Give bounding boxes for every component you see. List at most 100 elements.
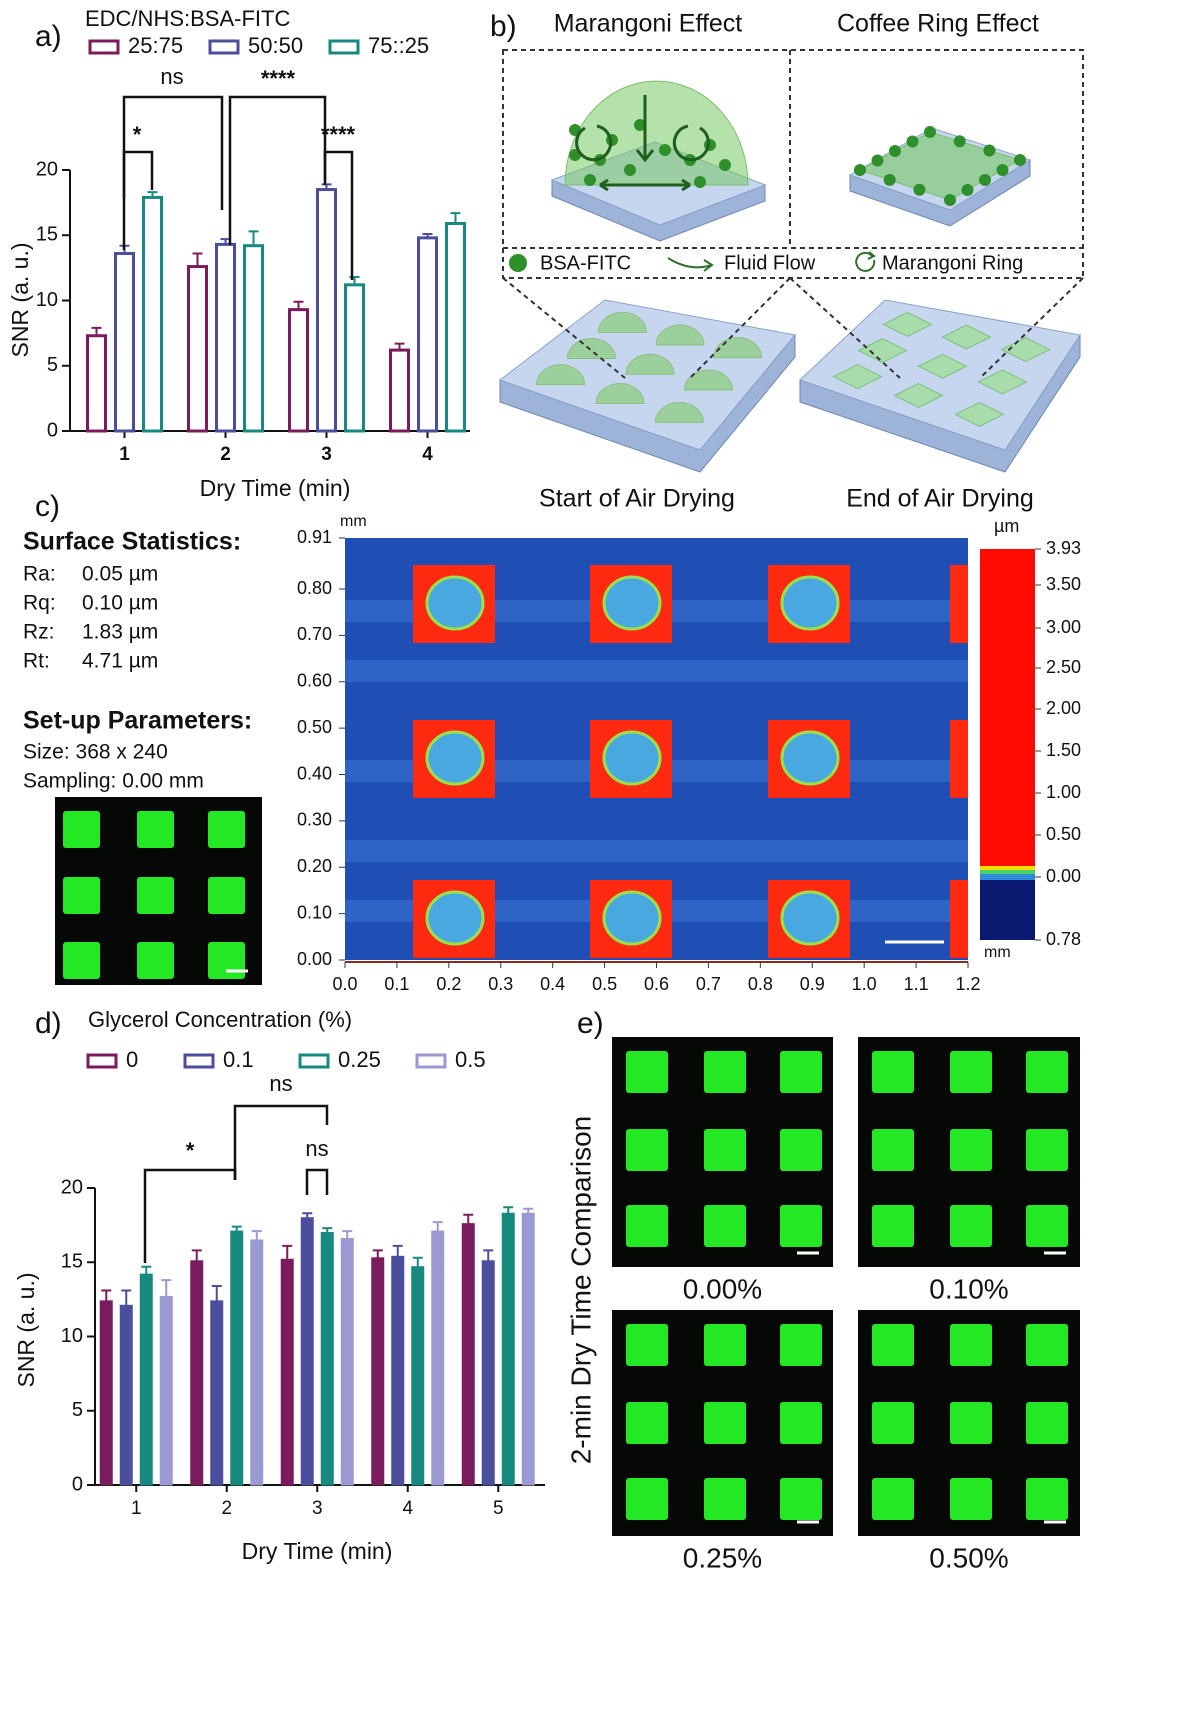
height-map-feature — [782, 892, 838, 944]
bar — [346, 285, 364, 431]
protein — [584, 174, 596, 186]
panel-label: b) — [490, 10, 517, 43]
section-title: Surface Statistics: — [23, 528, 241, 556]
fluorescent-spot — [1026, 1324, 1068, 1366]
colorbar — [980, 549, 1035, 869]
y-tick-label: 0.10 — [297, 902, 332, 922]
y-tick-label: 5 — [47, 354, 58, 376]
fluorescent-spot — [626, 1324, 668, 1366]
bar — [321, 1233, 333, 1485]
legend-swatch — [185, 1055, 213, 1067]
protein — [889, 145, 901, 157]
significance-label: **** — [321, 122, 356, 147]
image-label: 0.25% — [683, 1542, 762, 1573]
legend-ring — [856, 252, 874, 271]
bar — [88, 336, 106, 431]
x-tick-label: 1 — [119, 444, 130, 465]
legend-label: 75::25 — [368, 33, 429, 58]
legend-swatch — [300, 1055, 328, 1067]
legend-label: 25:75 — [128, 33, 183, 58]
fluorescent-spot — [872, 1051, 914, 1093]
y-tick-label: 10 — [61, 1325, 83, 1347]
y-tick-label: 10 — [36, 289, 58, 311]
x-tick-label: 0.7 — [696, 974, 721, 994]
fluorescent-spot — [63, 942, 100, 979]
bar — [318, 190, 336, 431]
x-tick-label: 3 — [312, 1498, 323, 1519]
y-tick-label: 15 — [36, 224, 58, 246]
legend-label: Fluid Flow — [724, 252, 816, 274]
stat-value: 0.05 µm — [82, 563, 158, 586]
fluorescent-spot — [137, 877, 174, 914]
bar — [160, 1296, 172, 1485]
protein — [979, 174, 991, 186]
x-tick-label: 0.3 — [488, 974, 513, 994]
stat-name: Rt: — [23, 650, 50, 673]
protein — [1014, 154, 1026, 166]
bar — [211, 1301, 223, 1485]
colorbar-label: 0.50 — [1046, 824, 1081, 844]
legend-protein — [509, 254, 527, 272]
bar — [245, 246, 263, 431]
error-bar — [451, 213, 461, 223]
y-tick-label: 5 — [72, 1399, 83, 1421]
bar — [462, 1224, 474, 1485]
height-map-feature — [950, 880, 968, 958]
colorbar-label: 3.93 — [1046, 538, 1081, 558]
significance-bracket — [124, 97, 222, 210]
protein — [719, 159, 731, 171]
setup-line: Sampling: 0.00 mm — [23, 770, 204, 793]
bar — [231, 1231, 243, 1485]
x-tick-label: 5 — [493, 1498, 504, 1519]
protein — [924, 126, 936, 138]
fluorescent-spot — [872, 1129, 914, 1171]
protein — [659, 144, 671, 156]
legend-swatch — [330, 41, 358, 53]
bar — [144, 197, 162, 431]
colorbar — [980, 870, 1035, 874]
image-label: 0.50% — [929, 1542, 1008, 1573]
significance-label: ns — [160, 64, 183, 89]
diagram-title: Marangoni Effect — [554, 10, 743, 38]
stat-value: 0.10 µm — [82, 592, 158, 615]
fluorescent-spot — [872, 1205, 914, 1247]
height-map-band — [345, 660, 968, 682]
fluorescent-spot — [950, 1051, 992, 1093]
fluorescent-spot — [626, 1478, 668, 1520]
colorbar-label: 0.00 — [1046, 866, 1081, 886]
diagram-title: Coffee Ring Effect — [837, 10, 1039, 38]
x-tick-label: 0.6 — [644, 974, 669, 994]
x-tick-label: 0.1 — [384, 974, 409, 994]
significance-bracket — [230, 97, 325, 245]
height-map-feature — [604, 732, 660, 784]
x-axis-label: Dry Time (min) — [200, 475, 351, 501]
y-axis-label: SNR (a. u.) — [7, 242, 33, 357]
stat-name: Rz: — [23, 621, 55, 644]
legend-title: Glycerol Concentration (%) — [88, 1007, 352, 1032]
fluorescent-spot — [1026, 1478, 1068, 1520]
bar — [502, 1213, 514, 1485]
fluorescent-spot — [137, 942, 174, 979]
height-map-band — [345, 840, 968, 862]
y-tick-label: 0.80 — [297, 578, 332, 598]
fluorescent-spot — [626, 1205, 668, 1247]
fluorescent-spot — [626, 1402, 668, 1444]
protein — [907, 136, 919, 148]
protein — [884, 174, 896, 186]
fluorescent-spot — [704, 1129, 746, 1171]
x-tick-label: 1 — [131, 1498, 142, 1519]
x-tick-label: 4 — [402, 1498, 413, 1519]
panel-label: c) — [35, 490, 60, 523]
colorbar — [980, 866, 1035, 870]
bar — [251, 1240, 263, 1485]
bar — [281, 1259, 293, 1485]
fluorescent-spot — [626, 1051, 668, 1093]
x-tick-label: 2 — [221, 1498, 232, 1519]
protein — [954, 135, 966, 147]
colorbar-label: 2.00 — [1046, 698, 1081, 718]
panel-label: d) — [35, 1007, 62, 1040]
fluorescent-spot — [780, 1478, 822, 1520]
significance-label: ns — [305, 1136, 328, 1161]
panel-label: e) — [577, 1007, 604, 1040]
y-tick-label: 0.60 — [297, 671, 332, 691]
